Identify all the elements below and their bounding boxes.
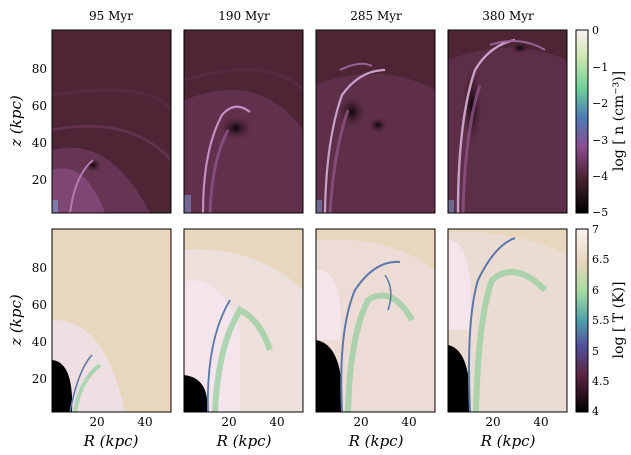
y-tick-label: 40	[32, 335, 47, 349]
x-tick-label: 40	[401, 415, 416, 429]
x-axis-label: R (kpc)	[348, 432, 404, 450]
cbar-tick: 6	[592, 284, 599, 297]
temperature-panel-95	[52, 229, 171, 412]
cbar-tick: −2	[592, 97, 608, 110]
y-tick-label: 80	[32, 62, 47, 76]
density-panel-95	[52, 30, 171, 213]
y-tick-label: 80	[32, 261, 47, 275]
x-ticks: 20 40 20 40 20 40 20 40	[89, 415, 548, 429]
y-ticks-bottom: 80 60 40 20	[32, 261, 47, 386]
temperature-panel-190	[184, 229, 303, 412]
x-tick-label: 40	[137, 415, 152, 429]
x-tick-label: 20	[89, 415, 104, 429]
x-axis-label: R (kpc)	[216, 432, 272, 450]
x-axis-label: R (kpc)	[83, 432, 139, 450]
cbar-tick: 5	[592, 345, 599, 358]
y-tick-label: 60	[32, 298, 47, 312]
y-tick-label: 40	[32, 136, 47, 150]
y-ticks-top: 80 60 40 20	[32, 62, 47, 187]
cbar-tick: 7	[592, 223, 599, 236]
cbar-tick: 4	[592, 405, 599, 418]
y-tick-label: 60	[32, 99, 47, 113]
x-tick-label: 40	[533, 415, 548, 429]
cbar-tick: 5.5	[592, 314, 610, 327]
x-tick-label: 20	[353, 415, 368, 429]
time-label-190: 190 Myr	[218, 9, 270, 23]
cbar-tick: −1	[592, 61, 608, 74]
x-tick-label: 40	[269, 415, 284, 429]
y-tick-label: 20	[32, 372, 47, 386]
x-axis-label: R (kpc)	[480, 432, 536, 450]
x-tick-label: 20	[485, 415, 500, 429]
panel-frames	[51, 29, 568, 413]
cbar-tick: −5	[592, 206, 608, 219]
density-panel-190	[184, 30, 303, 213]
colorbar-temperature-ticks: 7 6.5 6 5.5 5 4.5 4	[592, 223, 610, 418]
colorbar-temperature-label: log [ T (K)]	[611, 282, 627, 359]
x-tick-label: 20	[221, 415, 236, 429]
y-axis-label-top: z (kpc)	[7, 95, 25, 148]
cbar-tick: 4.5	[592, 375, 610, 388]
time-label-380: 380 Myr	[482, 9, 534, 23]
cbar-tick: −4	[592, 170, 608, 183]
time-label-95: 95 Myr	[89, 9, 133, 23]
cbar-tick: 0	[592, 24, 599, 37]
temperature-panel-380	[448, 229, 567, 412]
time-label-285: 285 Myr	[350, 9, 402, 23]
colorbar-density-label: log [ n (cm⁻³)]	[611, 71, 627, 171]
cbar-tick: −3	[592, 134, 608, 147]
colorbar-density	[575, 29, 589, 214]
temperature-panel-285	[316, 229, 435, 412]
y-tick-label: 20	[32, 173, 47, 187]
cbar-tick: 6.5	[592, 253, 610, 266]
colorbar-density-ticks: 0 −1 −2 −3 −4 −5	[592, 24, 608, 219]
density-panel-285	[316, 30, 435, 213]
y-axis-label-bottom: z (kpc)	[7, 294, 25, 347]
colorbar-temperature	[575, 228, 589, 413]
density-panel-380	[448, 30, 567, 213]
